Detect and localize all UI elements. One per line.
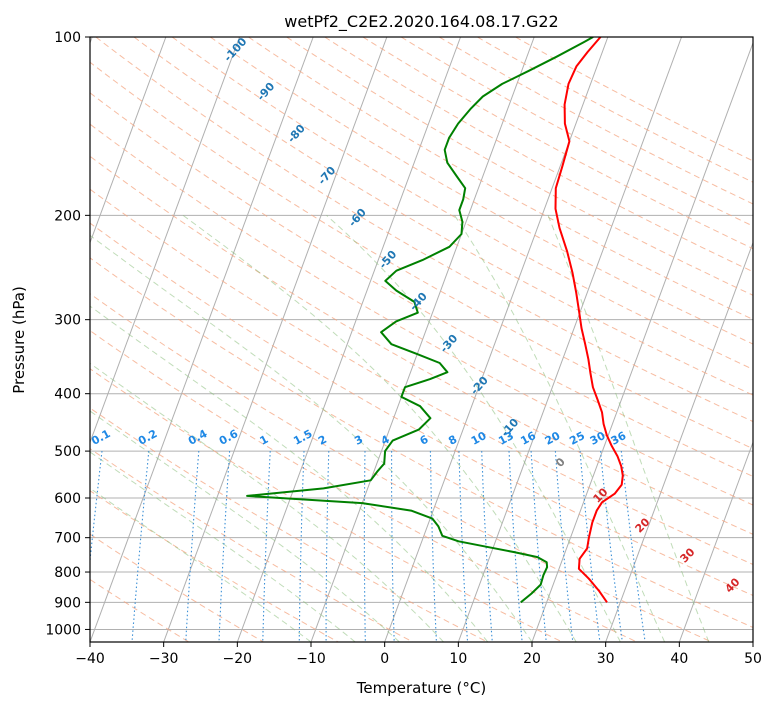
mixing-ratio-line	[600, 451, 623, 642]
sounding-series-line	[246, 37, 594, 604]
dry-adiabat	[90, 123, 753, 506]
moist-adiabat	[90, 487, 312, 642]
x-tick-label: 20	[523, 651, 541, 667]
moist-adiabat	[90, 305, 489, 642]
mixing-ratio-line	[508, 451, 523, 642]
x-tick-label: −10	[296, 651, 326, 667]
dry-adiabat	[515, 37, 753, 162]
isotherm-gridline	[384, 37, 609, 642]
x-tick-label: 40	[670, 651, 688, 667]
mixing-ratio-label: 16	[518, 429, 538, 448]
mixing-ratio-line	[185, 451, 200, 642]
mixing-ratio-label: 25	[567, 429, 587, 448]
x-tick-label: 30	[597, 651, 615, 667]
isotherm-gridline	[90, 37, 314, 642]
chart-title: wetPf2_C2E2.2020.164.08.17.G22	[284, 12, 558, 32]
x-axis-title: Temperature (°C)	[356, 679, 486, 697]
moist-adiabat	[547, 215, 710, 642]
isotherm-gridline	[90, 37, 241, 444]
isotherm-gridline	[678, 440, 753, 642]
dry-adiabat	[171, 37, 753, 370]
mixing-ratio-line	[530, 451, 547, 642]
y-tick-label: 900	[54, 595, 81, 611]
isotherm-gridline	[90, 37, 167, 245]
y-tick-label: 400	[54, 387, 81, 403]
x-tick-label: 10	[449, 651, 467, 667]
mixing-ratio-line	[363, 451, 366, 642]
y-tick-label: 500	[54, 444, 81, 460]
axis-ticks: −40 −30 −20 −10 0 10 20 30 40 50 100 200 300 400 500 60…	[45, 30, 762, 667]
mixing-ratio-label: 20	[543, 429, 563, 448]
y-tick-label: 100	[54, 30, 81, 46]
dry-adiabat	[90, 222, 753, 596]
y-axis-title: Pressure (hPa)	[10, 286, 28, 394]
isotherm-gridline	[457, 37, 683, 642]
dry-adiabat	[324, 37, 753, 273]
moist-adiabat	[326, 214, 621, 642]
mixing-ratio-line	[579, 451, 601, 642]
dry-adiabat	[90, 533, 264, 642]
mixing-ratio-line	[391, 451, 395, 642]
x-tick-label: −30	[149, 651, 179, 667]
isotherm-gridline	[236, 37, 462, 642]
x-tick-label: −20	[223, 651, 253, 667]
y-tick-label: 300	[54, 313, 81, 329]
plot-frame	[89, 36, 754, 643]
isotherm-gridline	[531, 41, 753, 642]
mixing-ratio-label: 10	[469, 429, 489, 448]
dry-adiabat	[400, 37, 753, 227]
mixing-ratio-line	[325, 451, 330, 642]
mixing-ratio-line	[620, 451, 646, 642]
dry-adiabat	[477, 37, 753, 183]
moist-adiabat	[182, 214, 577, 642]
y-tick-label: 700	[54, 531, 81, 547]
mixing-ratio-label: 13	[496, 429, 516, 448]
x-tick-label: −40	[75, 651, 105, 667]
moist-adiabat	[90, 451, 356, 642]
dry-adiabat	[90, 155, 753, 535]
moist-adiabat	[454, 215, 666, 642]
moist-adiabat	[90, 362, 444, 642]
dry-adiabat	[90, 330, 638, 642]
y-tick-label: 800	[54, 565, 81, 581]
sounding-series-line	[554, 37, 624, 603]
x-tick-label: 50	[744, 651, 762, 667]
dry-adiabat	[90, 188, 753, 566]
y-tick-label: 600	[54, 491, 81, 507]
y-tick-label: 1000	[45, 622, 81, 638]
y-tick-label: 200	[54, 208, 81, 224]
mixing-ratio-line	[481, 451, 493, 642]
dry-adiabat	[90, 92, 753, 478]
dry-adiabat	[210, 37, 753, 345]
mixing-ratio-line	[218, 451, 231, 642]
mixing-ratio-label: 30	[588, 429, 608, 448]
dry-adiabat	[90, 61, 753, 450]
mixing-ratio-line	[458, 451, 469, 642]
mixing-ratio-line	[131, 451, 150, 642]
isotherm-gridline	[605, 241, 753, 642]
moist-adiabat	[90, 234, 533, 642]
data-series	[246, 37, 624, 604]
dry-adiabat	[90, 448, 414, 642]
mixing-ratio-line	[298, 451, 305, 642]
mixing-ratio-line	[554, 451, 574, 642]
mixing-ratio-line	[262, 451, 271, 642]
dry-adiabat	[95, 37, 753, 423]
mixing-ratio-line	[429, 451, 437, 642]
isotherm-gridline	[163, 37, 388, 642]
dry-adiabat	[90, 293, 712, 642]
x-tick-label: 0	[380, 651, 389, 667]
mixing-ratio-label: 36	[609, 429, 629, 448]
